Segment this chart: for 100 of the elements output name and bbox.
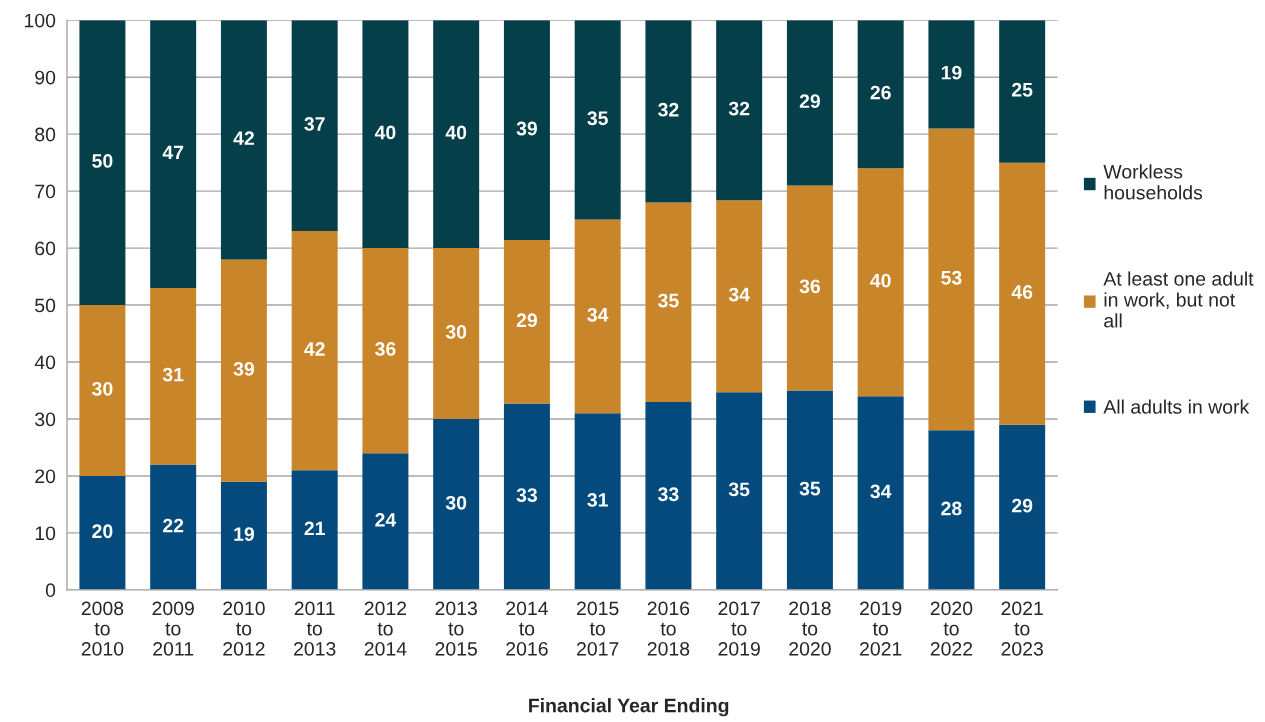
bar — [716, 392, 763, 590]
y-tick-label: 60 — [35, 241, 56, 256]
bar — [362, 20, 409, 249]
bar — [574, 413, 621, 590]
y-tick-label: 40 — [34, 355, 56, 370]
x-tick-label: 2014 to 2016 — [506, 601, 548, 656]
bar — [220, 20, 267, 260]
data-label: 37 — [304, 117, 325, 131]
data-label: 36 — [375, 342, 396, 356]
data-label: 35 — [799, 481, 821, 496]
data-label: 21 — [304, 521, 325, 536]
bar — [574, 20, 621, 220]
data-label: 29 — [1012, 498, 1033, 513]
x-tick-label: 2015 to 2017 — [577, 601, 619, 656]
data-label: 30 — [92, 381, 113, 396]
data-label: 19 — [941, 65, 962, 80]
legend-label: Workless households — [1103, 164, 1203, 200]
bar — [928, 20, 975, 129]
bar — [150, 464, 197, 590]
data-label: 47 — [162, 145, 184, 160]
bar — [503, 240, 550, 404]
x-tick-label: 2021 to 2023 — [1001, 601, 1043, 656]
y-tick-label: 30 — [35, 412, 56, 427]
x-tick-label: 2018 to 2020 — [789, 601, 831, 656]
data-label: 30 — [445, 324, 467, 339]
data-label: 40 — [445, 125, 467, 140]
y-tick-label: 80 — [35, 127, 56, 142]
x-tick-label: 2012 to 2014 — [364, 601, 407, 656]
bar — [220, 259, 267, 482]
y-tick-label: 70 — [35, 184, 56, 199]
bar — [362, 248, 409, 454]
y-tick-label: 50 — [35, 298, 56, 313]
legend-label: All adults in work — [1103, 399, 1250, 414]
bar — [433, 418, 480, 590]
data-label: 40 — [374, 125, 396, 140]
bar — [433, 248, 480, 419]
data-label: 20 — [92, 524, 113, 539]
bar — [503, 20, 550, 241]
data-label: 53 — [941, 270, 962, 285]
data-label: 35 — [728, 482, 750, 497]
data-label: 31 — [587, 493, 608, 507]
bar — [362, 453, 409, 590]
x-tick-label: 2009 to 2011 — [152, 601, 194, 656]
bar — [857, 396, 904, 590]
data-label: 28 — [941, 501, 962, 516]
data-label: 46 — [1011, 285, 1033, 299]
bar — [79, 20, 126, 306]
x-tick-label: 2013 to 2015 — [435, 601, 477, 656]
data-label: 39 — [516, 121, 538, 136]
data-label: 50 — [92, 154, 113, 168]
data-label: 25 — [1012, 82, 1033, 97]
data-label: 29 — [799, 94, 821, 109]
data-label: 33 — [516, 488, 538, 502]
bar — [786, 185, 833, 391]
bar — [645, 202, 692, 402]
data-label: 34 — [870, 484, 892, 499]
data-label: 32 — [728, 101, 750, 116]
bar — [716, 20, 763, 201]
bar — [291, 470, 338, 590]
y-tick-label: 10 — [35, 526, 56, 541]
data-label: 42 — [233, 131, 254, 145]
data-label: 35 — [587, 111, 608, 126]
data-label: 33 — [658, 487, 679, 502]
data-label: 42 — [304, 342, 325, 356]
data-label: 39 — [233, 362, 255, 376]
y-tick-label: 100 — [24, 13, 56, 28]
bar — [786, 20, 833, 186]
bar — [645, 20, 692, 203]
data-label: 34 — [587, 307, 609, 322]
bar — [999, 424, 1046, 590]
y-tick-label: 0 — [45, 583, 56, 598]
bar — [999, 20, 1046, 163]
x-axis-title: Financial Year Ending — [529, 698, 729, 717]
bar — [645, 401, 692, 590]
y-tick-label: 20 — [35, 469, 56, 484]
data-label: 34 — [728, 287, 750, 302]
x-tick-label: 2017 to 2019 — [718, 601, 760, 656]
bar — [928, 430, 975, 590]
data-label: 22 — [163, 518, 184, 533]
bar — [150, 20, 197, 288]
bar — [220, 481, 267, 590]
bar — [150, 287, 197, 465]
data-label: 32 — [658, 102, 679, 117]
x-tick-label: 2011 to 2013 — [294, 601, 336, 656]
bar — [857, 20, 904, 169]
x-tick-label: 2019 to 2021 — [860, 601, 902, 656]
x-tick-label: 2010 to 2012 — [223, 601, 265, 656]
data-label: 35 — [658, 293, 679, 308]
data-label: 19 — [234, 527, 255, 541]
data-label: 30 — [445, 495, 467, 510]
x-tick-label: 2008 to 2010 — [81, 601, 124, 656]
x-tick-label: 2016 to 2018 — [647, 601, 690, 656]
data-label: 29 — [516, 313, 538, 328]
x-tick-label: 2020 to 2022 — [930, 601, 973, 656]
bar — [928, 128, 975, 431]
bar — [79, 475, 126, 590]
data-label: 31 — [162, 367, 184, 382]
bar — [79, 305, 126, 476]
bar — [786, 390, 833, 590]
bar — [857, 168, 904, 397]
